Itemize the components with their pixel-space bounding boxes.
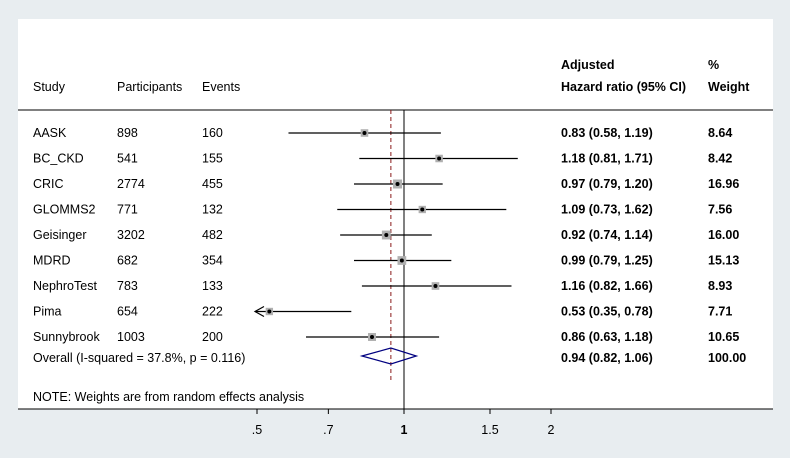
study-participants: 898 (117, 126, 138, 140)
study-participants: 1003 (117, 330, 145, 344)
study-events: 155 (202, 152, 223, 166)
study-participants: 654 (117, 305, 138, 319)
point-estimate (362, 131, 367, 135)
study-weight-text: 15.13 (708, 254, 739, 268)
study-participants: 682 (117, 254, 138, 268)
study-hr-text: 0.86 (0.63, 1.18) (561, 330, 653, 344)
header-events: Events (202, 80, 240, 94)
study-name: CRIC (33, 177, 64, 191)
study-participants: 2774 (117, 177, 145, 191)
x-tick-label: .5 (252, 423, 262, 437)
overall-hr-text: 0.94 (0.82, 1.06) (561, 351, 653, 365)
x-axis-ticks: .5 .7 1 1.5 2 (252, 409, 555, 437)
chart-marks (253, 110, 518, 409)
study-hr-text: 0.92 (0.74, 1.14) (561, 228, 653, 242)
header-participants: Participants (117, 80, 182, 94)
note-text: NOTE: Weights are from random effects an… (33, 390, 304, 404)
point-estimate (267, 309, 272, 314)
study-events: 482 (202, 228, 223, 242)
study-weight-text: 16.96 (708, 177, 739, 191)
study-events: 222 (202, 305, 223, 319)
study-name: MDRD (33, 254, 71, 268)
study-hr-text: 1.18 (0.81, 1.71) (561, 152, 653, 166)
study-rows: AASK 898 160 0.83 (0.58, 1.19) 8.64 BC_CKD 541… (33, 126, 739, 344)
study-events: 133 (202, 279, 223, 293)
study-events: 132 (202, 203, 223, 217)
header-hr-line2: Hazard ratio (95% CI) (561, 80, 686, 94)
study-name: Pima (33, 305, 62, 319)
study-hr-text: 0.97 (0.79, 1.20) (561, 177, 653, 191)
point-estimate (433, 284, 438, 288)
study-name: Sunnybrook (33, 330, 100, 344)
study-name: NephroTest (33, 279, 97, 293)
plot-panel (18, 19, 773, 409)
header-hr-line1: Adjusted (561, 58, 614, 72)
study-participants: 771 (117, 203, 138, 217)
header-study: Study (33, 80, 66, 94)
study-hr-text: 1.09 (0.73, 1.62) (561, 203, 653, 217)
study-participants: 783 (117, 279, 138, 293)
header-weight-line1: % (708, 58, 719, 72)
point-estimate (370, 335, 375, 339)
study-participants: 3202 (117, 228, 145, 242)
study-weight-text: 8.93 (708, 279, 732, 293)
point-estimate (384, 233, 389, 237)
study-events: 354 (202, 254, 223, 268)
study-events: 455 (202, 177, 223, 191)
study-weight-text: 8.64 (708, 126, 732, 140)
x-tick-label: 2 (548, 423, 555, 437)
study-hr-text: 0.83 (0.58, 1.19) (561, 126, 653, 140)
ci-arrow-left (253, 305, 265, 318)
overall-label: Overall (I-squared = 37.8%, p = 0.116) (33, 351, 245, 365)
point-estimate (420, 207, 425, 212)
x-tick-label: 1.5 (481, 423, 498, 437)
study-name: Geisinger (33, 228, 87, 242)
study-hr-text: 0.53 (0.35, 0.78) (561, 305, 653, 319)
study-weight-text: 7.56 (708, 203, 732, 217)
overall-weight-text: 100.00 (708, 351, 746, 365)
overall-diamond (359, 347, 419, 365)
study-hr-text: 1.16 (0.82, 1.66) (561, 279, 653, 293)
header-weight-line2: Weight (708, 80, 750, 94)
study-name: GLOMMS2 (33, 203, 96, 217)
point-estimate (399, 258, 404, 263)
point-estimate (437, 156, 442, 161)
study-weight-text: 16.00 (708, 228, 739, 242)
study-events: 200 (202, 330, 223, 344)
study-events: 160 (202, 126, 223, 140)
study-weight-text: 8.42 (708, 152, 732, 166)
point-estimate (395, 182, 400, 186)
study-hr-text: 0.99 (0.79, 1.25) (561, 254, 653, 268)
study-weight-text: 7.71 (708, 305, 732, 319)
x-tick-label: 1 (401, 423, 408, 437)
study-participants: 541 (117, 152, 138, 166)
study-name: BC_CKD (33, 152, 84, 166)
study-name: AASK (33, 126, 67, 140)
study-weight-text: 10.65 (708, 330, 739, 344)
x-tick-label: .7 (323, 423, 333, 437)
